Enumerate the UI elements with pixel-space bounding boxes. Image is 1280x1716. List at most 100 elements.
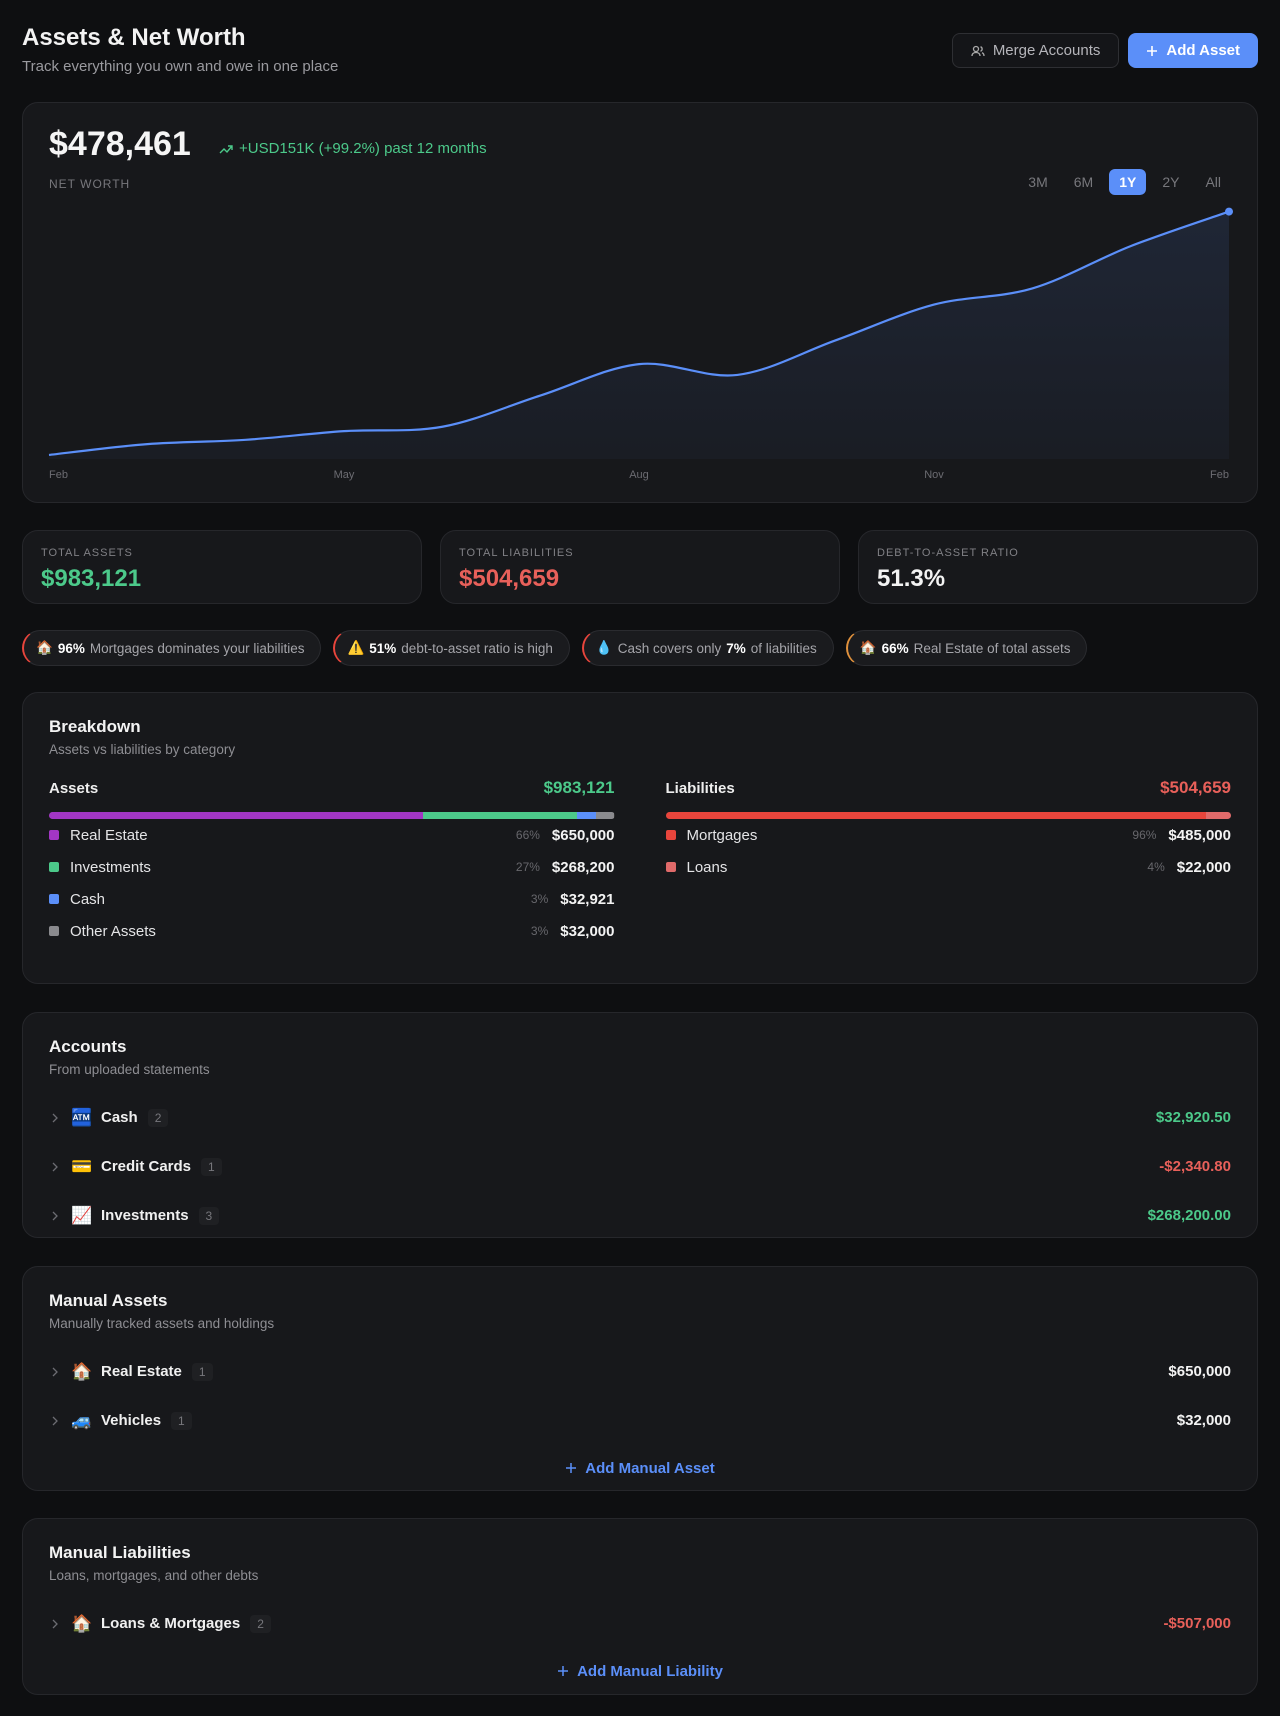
- row-name: Vehicles: [101, 1412, 162, 1429]
- header: Assets & Net Worth Track everything you …: [22, 22, 1258, 80]
- account-row[interactable]: 📈 Investments 3 $268,200.00: [49, 1191, 1231, 1240]
- x-tick-label: Nov: [924, 469, 944, 481]
- chevron-icon: [52, 1416, 58, 1425]
- insight-pill[interactable]: 💧 Cash covers only 7% of liabilities: [581, 630, 834, 666]
- people-icon: [971, 45, 985, 56]
- chevron-icon: [52, 1113, 58, 1122]
- row-name: Investments: [101, 1207, 189, 1224]
- range-button[interactable]: 3M: [1028, 174, 1048, 190]
- stat-label: TOTAL ASSETS: [41, 547, 133, 559]
- row-icon: 🚙: [71, 1410, 93, 1430]
- group-total: $504,659: [1160, 778, 1231, 797]
- x-tick-label: Feb: [49, 469, 68, 481]
- trend-icon: [219, 144, 233, 153]
- section-title: Manual Assets: [49, 1291, 168, 1310]
- stat-label: DEBT-TO-ASSET RATIO: [877, 547, 1019, 559]
- change-text: +USD151K (+99.2%) past 12 months: [239, 140, 487, 157]
- stacked-bar: [665, 812, 1231, 819]
- stat-value: 51.3%: [877, 565, 946, 592]
- insight-pill[interactable]: 🏠 66% Real Estate of total assets: [845, 630, 1088, 666]
- row-name: Credit Cards: [101, 1158, 192, 1175]
- range-button[interactable]: All: [1205, 174, 1221, 190]
- item-share: 3%: [530, 892, 549, 906]
- item-share: 27%: [515, 860, 540, 874]
- action-label: Add Manual Liability: [577, 1662, 723, 1680]
- row-icon: 🏠: [71, 1361, 93, 1381]
- stat-card: DEBT-TO-ASSET RATIO 51.3%: [858, 530, 1258, 604]
- page-title: Assets & Net Worth: [22, 24, 246, 51]
- column-header: Liabilities $504,659: [666, 777, 1232, 799]
- breakdown-item: Other Assets 3% $32,000: [49, 915, 615, 947]
- row-amount: -$507,000: [1163, 1615, 1231, 1632]
- column-header: Assets $983,121: [49, 777, 615, 799]
- account-row[interactable]: 🚙 Vehicles 1 $32,000: [49, 1396, 1231, 1445]
- stat-value: $504,659: [459, 565, 560, 592]
- add-asset-button[interactable]: Add Asset: [1128, 33, 1258, 68]
- range-button[interactable]: 1Y: [1109, 169, 1147, 195]
- item-name: Investments: [70, 858, 151, 876]
- bar-segment: [1206, 812, 1231, 819]
- breakdown-columns: Assets $983,121 Real Estate 66% $650,000 Inve…: [49, 777, 1231, 947]
- item-share: 66%: [515, 828, 540, 842]
- breakdown-item: Cash 3% $32,921: [49, 883, 615, 915]
- insight-text: 66%: [881, 640, 909, 656]
- row-count: 2: [250, 1614, 271, 1633]
- range-button[interactable]: 2Y: [1162, 174, 1180, 190]
- section-rows: 🏧 Cash 2 $32,920.50 💳 Credit Cards 1 -$2,340.80…: [49, 1093, 1231, 1240]
- row-icon: 📈: [71, 1205, 93, 1225]
- insight-icon: 💧: [595, 640, 613, 655]
- section-rows: 🏠 Real Estate 1 $650,000 🚙 Vehicles 1 $32,000: [49, 1347, 1231, 1445]
- add-action[interactable]: Add Manual Asset: [49, 1445, 1231, 1491]
- item-name: Mortgages: [686, 826, 758, 844]
- chevron-path: [52, 1211, 58, 1220]
- net-worth-change: +USD151K (+99.2%) past 12 months: [219, 140, 487, 157]
- x-tick-label: Feb: [1210, 469, 1229, 481]
- section-card: Manual Liabilities Loans, mortgages, and …: [22, 1518, 1258, 1695]
- insight-icon: 🏠: [36, 640, 53, 655]
- x-tick-label: Aug: [629, 469, 649, 481]
- insight-pill[interactable]: ⚠️ 51% debt-to-asset ratio is high: [333, 630, 570, 666]
- row-count: 3: [198, 1206, 220, 1225]
- account-row[interactable]: 🏠 Real Estate 1 $650,000: [49, 1347, 1231, 1396]
- section-rows: 🏠 Loans & Mortgages 2 -$507,000: [49, 1599, 1231, 1648]
- item-name: Other Assets: [70, 922, 156, 940]
- breakdown-card: Breakdown Assets vs liabilities by categ…: [22, 692, 1258, 984]
- bar-segment: [577, 812, 597, 819]
- item-share: 3%: [530, 924, 549, 938]
- row-count: 2: [147, 1108, 169, 1127]
- insight-pill[interactable]: 🏠 96% Mortgages dominates your liabilities: [22, 630, 322, 666]
- add-action[interactable]: Add Manual Liability: [49, 1648, 1231, 1694]
- row-amount: $268,200.00: [1147, 1207, 1231, 1224]
- bar-segment: [422, 812, 578, 819]
- row-icon: 🏧: [71, 1107, 93, 1127]
- breakdown-item: Mortgages 96% $485,000: [665, 819, 1231, 851]
- chevron-icon: [52, 1619, 58, 1628]
- insight-icon: ⚠️: [347, 640, 365, 655]
- end-point: [1225, 207, 1233, 216]
- row-icon: 💳: [71, 1156, 93, 1176]
- legend-dot: [665, 862, 676, 872]
- insight-text: Cash covers only: [617, 640, 722, 656]
- chevron-path: [52, 1619, 58, 1628]
- item-share: 96%: [1132, 828, 1157, 842]
- stat-card: TOTAL ASSETS $983,121: [22, 530, 422, 604]
- stat-card: TOTAL LIABILITIES $504,659: [440, 530, 840, 604]
- row-name: Cash: [101, 1109, 138, 1126]
- section-subtitle: From uploaded statements: [49, 1062, 210, 1077]
- account-row[interactable]: 🏠 Loans & Mortgages 2 -$507,000: [49, 1599, 1231, 1648]
- net-worth-line: [48, 210, 1230, 457]
- range-selector: 3M 6M 1Y 2Y All: [1018, 169, 1231, 195]
- insight-text: 96%: [57, 640, 85, 656]
- merge-accounts-button[interactable]: Merge Accounts: [951, 33, 1120, 68]
- chevron-path: [52, 1367, 58, 1376]
- account-row[interactable]: 🏧 Cash 2 $32,920.50: [49, 1093, 1231, 1142]
- row-count: 1: [171, 1411, 192, 1430]
- bar-segment: [596, 812, 615, 819]
- item-amount: $22,000: [1176, 858, 1231, 876]
- item-name: Real Estate: [70, 826, 148, 844]
- account-row[interactable]: 💳 Credit Cards 1 -$2,340.80: [49, 1142, 1231, 1191]
- sections: Accounts From uploaded statements 🏧 Cash 2 $3…: [22, 1012, 1258, 1695]
- item-amount: $32,921: [560, 890, 615, 908]
- range-button[interactable]: 6M: [1073, 174, 1094, 190]
